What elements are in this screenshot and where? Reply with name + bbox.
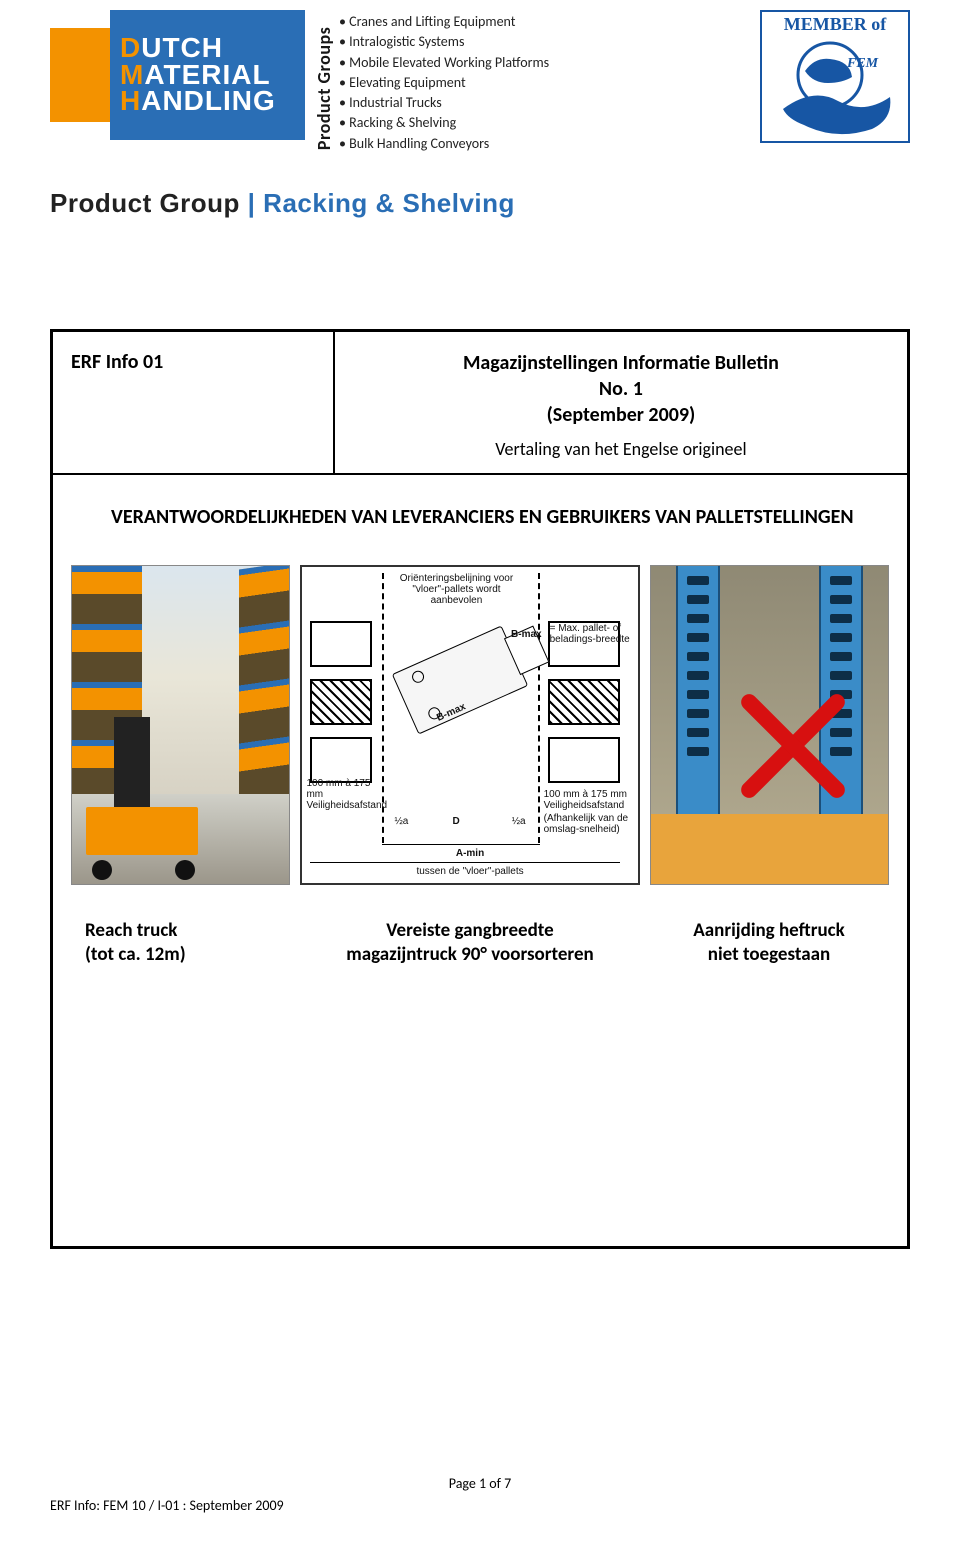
logo-accent-bar: [50, 10, 110, 140]
diagram-half-a-right: ½a: [512, 816, 526, 827]
caption-line: niet toegestaan: [649, 943, 889, 967]
captions-row: Reach truck (tot ca. 12m) Vereiste gangb…: [71, 919, 889, 967]
main-heading: VERANTWOORDELIJKHEDEN VAN LEVERANCIERS E…: [71, 505, 889, 529]
pg-item: Elevating Equipment: [339, 73, 549, 93]
caption-collision: Aanrijding heftruck niet toegestaan: [649, 919, 889, 967]
diagram-d: D: [452, 816, 459, 827]
main-content-box: ERF Info 01 Magazijnstellingen Informati…: [50, 329, 910, 1249]
header-left: DUTCH MATERIAL HANDLING Product Groups C…: [50, 10, 549, 154]
rack-beam: [651, 814, 888, 884]
reach-truck-icon: [86, 717, 201, 872]
body-row: VERANTWOORDELIJKHEDEN VAN LEVERANCIERS E…: [53, 475, 907, 985]
diagram-bmax-arrow: B-max: [511, 629, 542, 640]
doc-id: ERF Info 01: [53, 332, 335, 473]
diagram-bmax-note: = Max. pallet- of beladings-breedte: [550, 623, 636, 645]
doc-subtitle: Vertaling van het Engelse origineel: [353, 438, 889, 461]
page-number: Page 1 of 7: [0, 1475, 960, 1492]
fem-member-text: MEMBER of: [766, 14, 904, 35]
illustration-aisle-diagram: Oriënteringsbelijning voor "vloer"-palle…: [300, 565, 639, 885]
page: DUTCH MATERIAL HANDLING Product Groups C…: [0, 0, 960, 1554]
page-header: DUTCH MATERIAL HANDLING Product Groups C…: [50, 10, 910, 180]
caption-aisle: Vereiste gangbreedte magazijntruck 90° v…: [300, 919, 640, 967]
dmh-logo: DUTCH MATERIAL HANDLING: [50, 10, 305, 140]
product-groups-label: Product Groups: [313, 10, 335, 154]
logo-text-block: DUTCH MATERIAL HANDLING: [110, 10, 305, 140]
subheader-right: Racking & Shelving: [263, 188, 515, 218]
pg-item: Intralogistic Systems: [339, 32, 549, 52]
page-footer: Page 1 of 7 ERF Info: FEM 10 / I-01 : Se…: [0, 1497, 960, 1514]
diagram-safety-right: 100 mm à 175 mm Veiligheidsafstand: [544, 789, 636, 811]
diagram-half-a-left: ½a: [394, 816, 408, 827]
subheader-left: Product Group: [50, 188, 240, 218]
caption-line: Vereiste gangbreedte: [300, 919, 640, 943]
doc-title: Magazijnstellingen Informatie Bulletin: [353, 350, 889, 376]
diagram-safety-right2: (Afhankelijk van de omslag-snelheid): [544, 813, 636, 835]
doc-date: (September 2009): [353, 402, 889, 428]
illustrations-row: Oriënteringsbelijning voor "vloer"-palle…: [71, 565, 889, 885]
pg-item: Racking & Shelving: [339, 113, 549, 133]
caption-line: magazijntruck 90° voorsorteren: [300, 943, 640, 967]
pg-item: Bulk Handling Conveyors: [339, 134, 549, 154]
diagram-amin: A-min: [302, 848, 637, 859]
doc-number: No. 1: [353, 376, 889, 402]
logo-andling: ANDLING: [141, 85, 276, 116]
diagram-safety-left: 100 mm à 175 mm Veiligheidsafstand: [306, 778, 386, 811]
fem-label: FEM: [846, 56, 879, 71]
logo-h: H: [120, 85, 141, 116]
diagram-orient-label: Oriënteringsbelijning voor "vloer"-palle…: [396, 573, 516, 606]
caption-line: (tot ca. 12m): [85, 943, 291, 967]
product-groups: Product Groups Cranes and Lifting Equipm…: [313, 10, 549, 154]
page-subheader: Product Group | Racking & Shelving: [50, 188, 910, 219]
product-groups-list: Cranes and Lifting Equipment Intralogist…: [335, 10, 549, 154]
footer-source: ERF Info: FEM 10 / I-01 : September 2009: [50, 1497, 284, 1514]
illustration-damaged-upright: [650, 565, 889, 885]
subheader-sep: |: [240, 188, 263, 218]
pg-item: Industrial Trucks: [339, 93, 549, 113]
caption-reach-truck: Reach truck (tot ca. 12m): [71, 919, 291, 967]
pg-item: Mobile Elevated Working Platforms: [339, 53, 549, 73]
caption-line: Reach truck: [85, 919, 291, 943]
pg-item: Cranes and Lifting Equipment: [339, 12, 549, 32]
illustration-reach-truck: [71, 565, 290, 885]
doc-title-block: Magazijnstellingen Informatie Bulletin N…: [335, 332, 907, 473]
title-row: ERF Info 01 Magazijnstellingen Informati…: [53, 332, 907, 475]
red-cross-icon: [723, 676, 863, 816]
diagram-amin-note: tussen de "vloer"-pallets: [302, 866, 637, 877]
fem-icon: FEM: [775, 37, 895, 137]
fem-member-badge: MEMBER of FEM: [760, 10, 910, 143]
caption-line: Aanrijding heftruck: [649, 919, 889, 943]
